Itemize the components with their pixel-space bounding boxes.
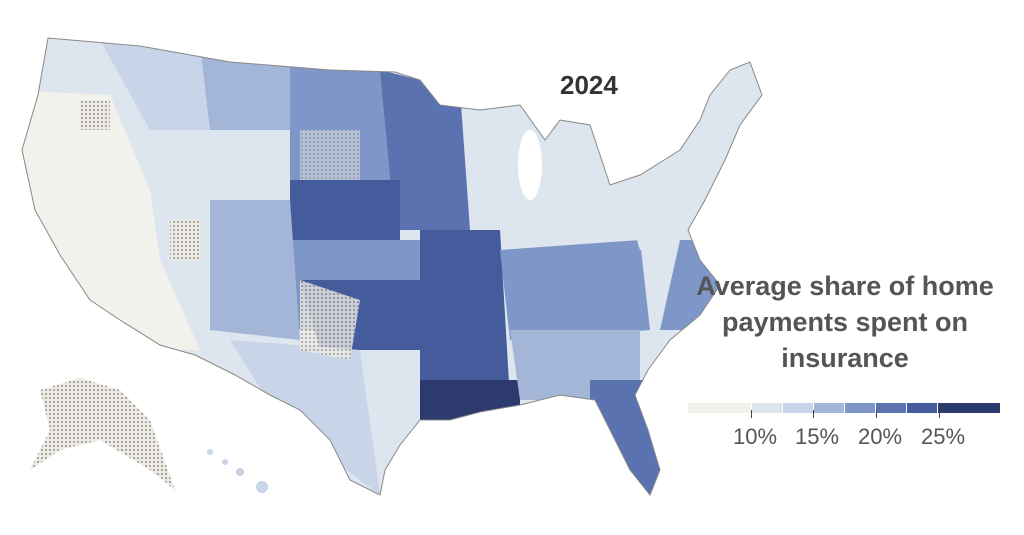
legend-tick [876, 410, 877, 418]
map-year-title: 2024 [560, 70, 618, 100]
lake-michigan [518, 130, 542, 200]
legend-tick-label: 25% [920, 424, 966, 449]
legend-tick [813, 410, 814, 418]
legend-swatch [783, 403, 813, 413]
us-outline [21, 37, 763, 496]
legend-tick-label: 10% [732, 424, 778, 449]
hawaii [207, 449, 268, 493]
legend-tick-label: 20% [857, 424, 903, 449]
legend-swatch [876, 403, 906, 413]
legend-swatch [688, 403, 751, 413]
legend-tick [751, 410, 752, 418]
legend-tick [939, 410, 940, 418]
legend-swatch [814, 403, 844, 413]
legend-swatch [845, 403, 875, 413]
legend-swatch [907, 403, 937, 413]
legend-title: Average share of home payments spent on … [696, 271, 994, 373]
legend-swatch [752, 403, 782, 413]
alaska [30, 378, 175, 490]
legend-swatch [938, 403, 1000, 413]
legend-color-scale [688, 403, 1001, 413]
legend-tick-label: 15% [794, 424, 840, 449]
